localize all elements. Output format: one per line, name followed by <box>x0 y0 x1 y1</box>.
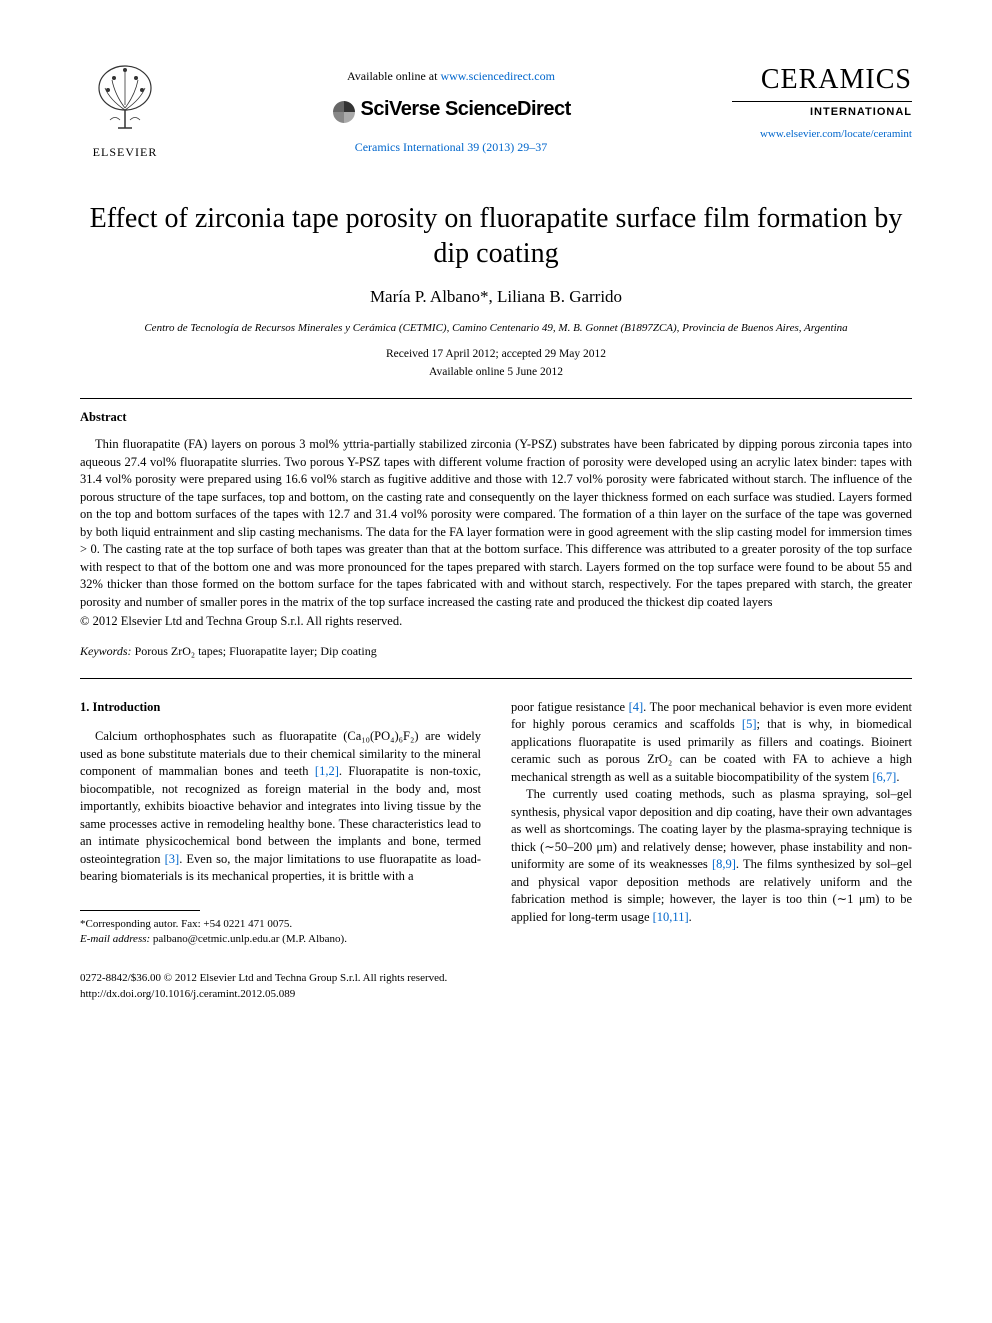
available-online-date: Available online 5 June 2012 <box>80 364 912 380</box>
publisher-name: ELSEVIER <box>80 144 170 161</box>
keywords-label: Keywords: <box>80 644 132 658</box>
keywords-line: Keywords: Porous ZrO₂ tapes; Fluorapatit… <box>80 643 912 660</box>
intro-p3: The currently used coating methods, such… <box>511 786 912 926</box>
journal-citation[interactable]: Ceramics International 39 (2013) 29–37 <box>170 139 732 156</box>
article-title: Effect of zirconia tape porosity on fluo… <box>80 201 912 271</box>
divider-top <box>80 398 912 399</box>
abstract-body: Thin fluorapatite (FA) layers on porous … <box>80 436 912 611</box>
ref-10-11[interactable]: [10,11] <box>653 910 689 924</box>
footer-copyright: 0272-8842/$36.00 © 2012 Elsevier Ltd and… <box>80 971 912 986</box>
available-text: Available online at <box>347 69 440 83</box>
header-row: ELSEVIER Available online at www.science… <box>80 60 912 161</box>
platform-brand: SciVerse ScienceDirect <box>170 95 732 125</box>
ref-6-7[interactable]: [6,7] <box>872 770 896 784</box>
divider-bottom <box>80 678 912 679</box>
ref-3[interactable]: [3] <box>165 852 180 866</box>
intro-p2a: poor fatigue resistance <box>511 700 629 714</box>
elsevier-tree-icon <box>90 60 160 135</box>
intro-p1: Calcium orthophosphates such as fluorapa… <box>80 728 481 886</box>
ref-5[interactable]: [5] <box>742 717 757 731</box>
abstract-heading: Abstract <box>80 409 912 427</box>
received-accepted-dates: Received 17 April 2012; accepted 29 May … <box>80 346 912 362</box>
right-column: poor fatigue resistance [4]. The poor me… <box>511 699 912 948</box>
journal-name: CERAMICS <box>732 60 912 99</box>
journal-subtitle: INTERNATIONAL <box>732 105 912 120</box>
platform-name: SciVerse ScienceDirect <box>360 98 570 120</box>
elsevier-logo: ELSEVIER <box>80 60 170 161</box>
journal-divider <box>732 101 912 102</box>
ref-8-9[interactable]: [8,9] <box>712 857 736 871</box>
sciencedirect-link[interactable]: www.sciencedirect.com <box>440 69 555 83</box>
affiliation: Centro de Tecnología de Recursos Mineral… <box>80 321 912 336</box>
email-label: E-mail address: <box>80 933 150 945</box>
intro-p1b: . Fluorapatite is non-toxic, biocompatib… <box>80 764 481 866</box>
intro-heading: 1. Introduction <box>80 699 481 717</box>
body-columns: 1. Introduction Calcium orthophosphates … <box>80 699 912 948</box>
journal-logo: CERAMICS INTERNATIONAL www.elsevier.com/… <box>732 60 912 142</box>
keywords-text: Porous ZrO₂ tapes; Fluorapatite layer; D… <box>132 644 377 658</box>
page-footer: 0272-8842/$36.00 © 2012 Elsevier Ltd and… <box>80 971 912 1002</box>
intro-p2: poor fatigue resistance [4]. The poor me… <box>511 699 912 787</box>
intro-p3c: . <box>689 910 692 924</box>
corresponding-author-footnote: *Corresponding autor. Fax: +54 0221 471 … <box>80 917 481 932</box>
email-footnote: E-mail address: palbano@cetmic.unlp.edu.… <box>80 932 481 947</box>
footnote-rule <box>80 910 200 911</box>
sciverse-icon <box>331 99 357 125</box>
available-online-line: Available online at www.sciencedirect.co… <box>170 68 732 85</box>
intro-p2d: . <box>896 770 899 784</box>
email-value: palbano@cetmic.unlp.edu.ar (M.P. Albano)… <box>150 933 347 945</box>
abstract-copyright: © 2012 Elsevier Ltd and Techna Group S.r… <box>80 613 912 631</box>
ref-4[interactable]: [4] <box>629 700 644 714</box>
journal-url[interactable]: www.elsevier.com/locate/ceramint <box>732 127 912 142</box>
authors: María P. Albano*, Liliana B. Garrido <box>80 285 912 309</box>
ref-1-2[interactable]: [1,2] <box>315 764 339 778</box>
left-column: 1. Introduction Calcium orthophosphates … <box>80 699 481 948</box>
center-header: Available online at www.sciencedirect.co… <box>170 60 732 156</box>
footer-doi: http://dx.doi.org/10.1016/j.ceramint.201… <box>80 987 912 1002</box>
